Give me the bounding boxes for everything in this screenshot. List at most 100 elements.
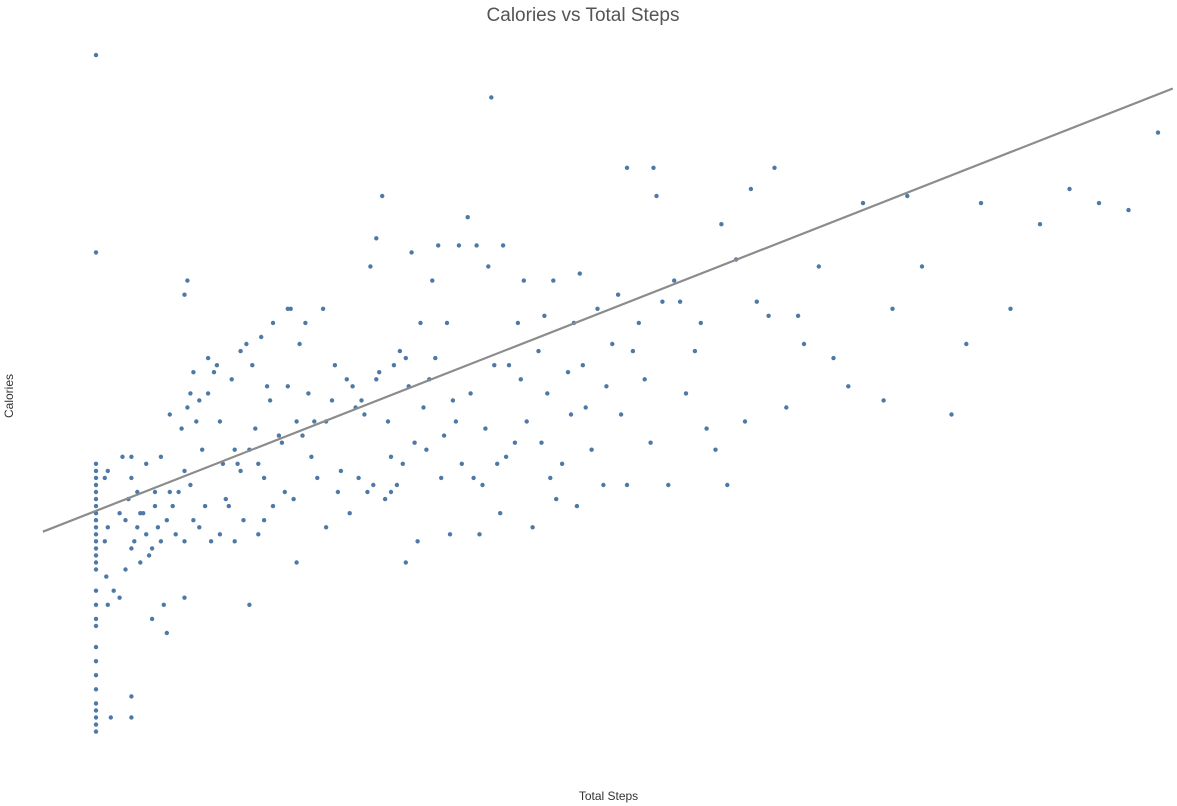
data-point	[683, 391, 689, 396]
data-point	[500, 243, 506, 248]
data-point	[371, 482, 376, 488]
data-point	[388, 454, 394, 459]
data-point	[816, 264, 821, 269]
data-point	[604, 384, 609, 389]
data-point	[374, 377, 379, 382]
data-point	[315, 475, 320, 481]
data-point	[881, 398, 886, 403]
data-point	[93, 489, 99, 495]
data-point	[651, 165, 656, 170]
data-point	[801, 341, 807, 347]
data-point	[589, 447, 594, 452]
data-point	[244, 341, 249, 347]
data-point	[173, 532, 178, 537]
data-point	[394, 482, 400, 488]
data-point	[380, 193, 385, 199]
data-point	[624, 482, 630, 488]
data-point	[677, 299, 683, 304]
data-point	[660, 299, 665, 304]
data-point	[182, 595, 187, 600]
data-point	[132, 539, 137, 544]
data-point	[93, 461, 99, 466]
data-point	[725, 482, 730, 488]
data-point	[144, 461, 149, 466]
data-point	[329, 398, 335, 403]
data-point	[486, 264, 491, 269]
data-point	[93, 602, 99, 607]
data-point	[474, 243, 479, 248]
data-point	[197, 398, 202, 403]
data-point	[539, 440, 544, 445]
data-point	[276, 433, 282, 438]
data-point	[636, 320, 641, 326]
data-point	[214, 363, 220, 368]
data-point	[492, 363, 497, 368]
data-point	[93, 623, 99, 629]
data-point	[149, 616, 155, 622]
data-point	[226, 503, 231, 509]
data-point	[238, 468, 243, 474]
data-point	[270, 503, 276, 509]
data-point	[93, 673, 99, 678]
data-point	[197, 525, 202, 530]
data-point	[391, 363, 397, 368]
data-point	[182, 468, 187, 474]
data-point	[374, 236, 379, 241]
data-point	[93, 539, 99, 544]
data-point	[433, 355, 438, 361]
data-point	[211, 370, 217, 375]
data-point	[104, 574, 109, 579]
data-point	[615, 292, 621, 297]
data-point	[129, 546, 134, 551]
data-point	[421, 405, 426, 410]
data-point	[117, 511, 122, 516]
data-point	[141, 511, 146, 516]
data-point	[135, 525, 140, 530]
data-point	[978, 200, 984, 206]
data-point	[580, 363, 585, 368]
data-point	[188, 482, 193, 488]
data-point	[264, 384, 270, 389]
data-point	[350, 384, 355, 389]
data-point	[303, 320, 308, 326]
data-point	[459, 461, 464, 466]
data-point	[672, 278, 677, 283]
data-point	[568, 412, 574, 417]
data-point	[642, 377, 647, 382]
data-point	[365, 489, 370, 495]
data-point	[155, 525, 161, 530]
data-point	[229, 377, 234, 382]
data-point	[93, 616, 99, 622]
data-point	[654, 193, 659, 199]
data-point	[692, 348, 698, 354]
data-point	[748, 186, 754, 192]
data-point	[93, 503, 99, 509]
data-point	[624, 165, 630, 170]
data-point	[338, 468, 344, 474]
data-point	[232, 447, 237, 452]
data-point	[323, 525, 329, 530]
data-point	[565, 370, 571, 375]
data-point	[713, 447, 718, 452]
data-point	[144, 532, 149, 537]
data-point	[559, 461, 565, 466]
data-point	[167, 489, 172, 495]
data-point	[477, 532, 482, 537]
data-point	[545, 391, 550, 396]
data-point	[536, 348, 541, 354]
data-point	[93, 482, 99, 488]
data-point	[93, 553, 99, 558]
data-point	[388, 489, 394, 495]
data-point	[347, 511, 352, 516]
data-point	[253, 426, 258, 431]
data-point	[111, 588, 116, 593]
data-point	[648, 440, 653, 445]
data-point	[441, 433, 447, 438]
data-point	[208, 539, 214, 544]
data-point	[188, 391, 193, 396]
data-point	[261, 475, 267, 481]
data-point	[93, 532, 99, 537]
data-point	[300, 433, 305, 438]
data-point	[403, 560, 408, 565]
